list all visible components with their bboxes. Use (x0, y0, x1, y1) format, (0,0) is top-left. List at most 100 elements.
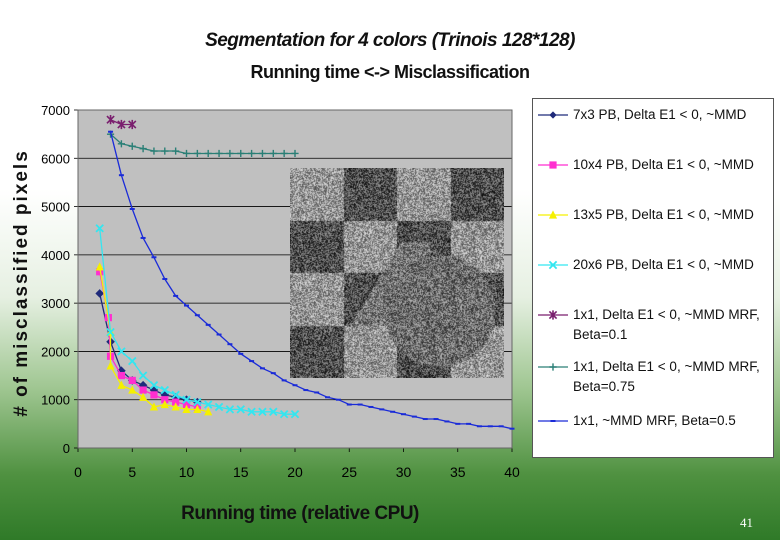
data-point-s6 (161, 147, 169, 155)
plot-border (77, 109, 513, 449)
legend-symbol (548, 210, 558, 219)
data-point-s3 (171, 402, 180, 411)
data-point-s4 (269, 407, 278, 417)
y-tick-label: 3000 (41, 296, 70, 311)
legend-label: 7x3 PB, Delta E1 < 0, ~MMD (573, 107, 747, 122)
data-point-s3 (128, 385, 137, 394)
data-point-s6 (258, 149, 267, 158)
x-axis-label: Running time (relative CPU) (181, 503, 419, 524)
x-tick-label: 30 (396, 464, 412, 480)
data-point-s2 (128, 376, 136, 384)
legend-label: 20x6 PB, Delta E1 < 0, ~MMD (573, 257, 754, 272)
legend-marker (538, 310, 568, 320)
segmentation-texture-image (290, 168, 504, 378)
data-point-s2 (182, 400, 191, 409)
data-point-s3 (193, 404, 202, 413)
page-number: 41 (740, 515, 753, 530)
data-point-s6 (150, 147, 158, 155)
data-point-s2 (161, 396, 169, 404)
data-point-s3 (204, 407, 213, 416)
y-tick-label: 4000 (41, 248, 70, 263)
data-point-s6 (248, 149, 256, 158)
data-point-s2 (150, 391, 158, 399)
legend-label: 10x4 PB, Delta E1 < 0, ~MMD (573, 157, 754, 172)
legend-marker (538, 210, 568, 219)
legend-label: 1x1, Delta E1 < 0, ~MMD MRF, Beta=0.75 (573, 359, 760, 394)
y-tick-label: 2000 (41, 344, 70, 359)
x-tick-label: 20 (287, 464, 303, 480)
x-tick-label: 15 (233, 464, 249, 480)
legend-label: 1x1, ~MMD MRF, Beta=0.5 (573, 413, 736, 428)
data-point-s5 (106, 115, 115, 125)
data-point-s6 (215, 149, 223, 158)
data-point-s3 (117, 380, 126, 389)
data-point-s2 (117, 371, 125, 380)
data-point-s4 (95, 224, 104, 233)
data-point-s4 (193, 397, 202, 407)
data-point-s4 (138, 371, 148, 380)
legend-marker (538, 420, 568, 422)
data-point-s6 (237, 149, 245, 158)
data-point-s4 (117, 347, 126, 356)
x-tick-label: 40 (504, 464, 520, 480)
data-point-s4 (128, 356, 137, 366)
data-point-s4 (279, 409, 289, 419)
x-tick-label: 5 (128, 464, 136, 480)
data-point-s5 (117, 119, 126, 130)
y-tick-label: 7000 (41, 103, 70, 118)
data-point-s3 (95, 262, 104, 271)
x-tick-label: 35 (450, 464, 466, 480)
chart-legend: 7x3 PB, Delta E1 < 0, ~MMD 10x4 PB, Delta… (532, 98, 774, 458)
data-point-s3 (182, 404, 191, 413)
data-point-s6 (182, 149, 191, 158)
data-point-s4 (225, 405, 235, 414)
data-point-s6 (269, 149, 277, 158)
y-axis-label: # of misclassified pixels (11, 149, 32, 417)
x-tick-label: 25 (341, 464, 357, 480)
legend-symbol (549, 111, 557, 119)
legend-symbol (548, 310, 558, 320)
data-point-s6 (193, 149, 201, 158)
data-point-s4 (106, 327, 115, 337)
data-point-s3 (149, 402, 159, 411)
legend-symbol (549, 363, 557, 371)
data-point-s4 (258, 407, 267, 417)
data-point-s4 (160, 385, 170, 395)
data-point-s6 (226, 149, 234, 158)
data-point-s6 (204, 149, 212, 158)
data-point-s6 (139, 145, 147, 153)
data-point-s6 (128, 142, 136, 150)
data-point-s6 (291, 149, 299, 158)
legend-label: 13x5 PB, Delta E1 < 0, ~MMD (573, 207, 754, 222)
legend-marker (538, 161, 568, 169)
data-point-s3 (139, 392, 148, 401)
texture-canvas (290, 168, 504, 378)
x-tick-label: 10 (179, 464, 195, 480)
data-point-s2 (139, 386, 147, 394)
data-point-s4 (214, 402, 224, 412)
data-point-s6 (172, 147, 180, 155)
legend-marker (538, 111, 568, 119)
data-point-s2 (96, 268, 104, 276)
legend-symbol (548, 260, 558, 270)
data-point-s6 (117, 140, 125, 148)
legend-label: 1x1, Delta E1 < 0, ~MMD MRF, Beta=0.1 (573, 307, 760, 342)
data-point-s5 (128, 119, 137, 130)
slide-subtitle: Running time <-> Misclassification (250, 62, 530, 82)
data-point-s4 (290, 409, 300, 419)
data-point-s3 (160, 399, 169, 409)
y-tick-label: 0 (63, 441, 70, 456)
legend-symbol (549, 161, 557, 169)
data-point-s1 (95, 289, 105, 298)
data-point-s4 (247, 407, 256, 417)
y-tick-label: 1000 (41, 393, 70, 408)
data-point-s4 (171, 390, 180, 400)
data-point-s4 (149, 380, 159, 390)
legend-marker (538, 363, 568, 371)
data-point-s4 (236, 405, 245, 414)
data-point-s3 (106, 361, 115, 370)
data-point-s6 (280, 149, 288, 158)
data-point-s2 (172, 398, 180, 406)
x-tick-label: 0 (74, 464, 82, 480)
